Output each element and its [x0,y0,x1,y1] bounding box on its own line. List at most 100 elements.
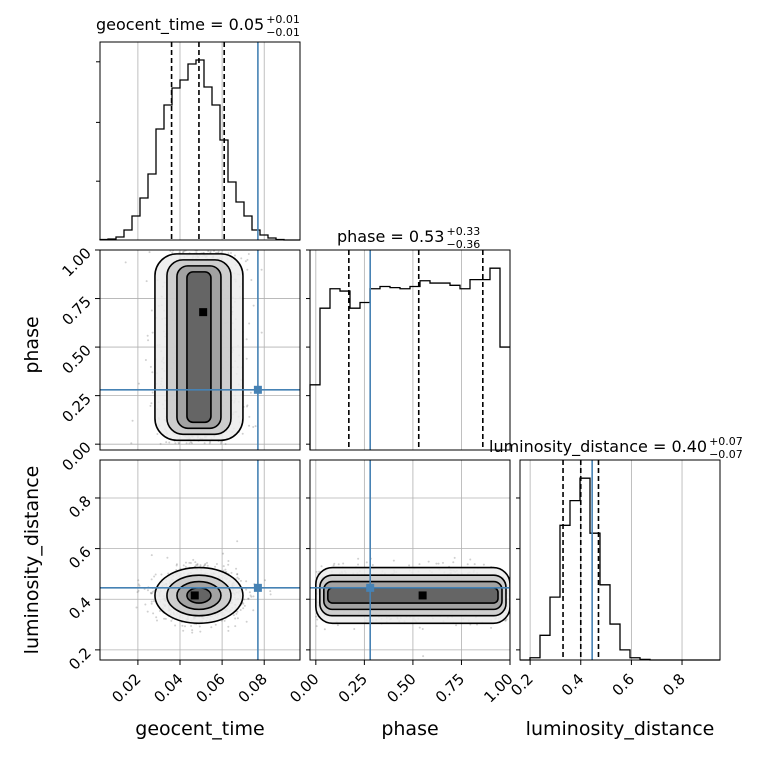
y-tick-label: 0.6 [65,543,95,573]
contour-line [186,271,212,424]
scatter-point [505,618,508,621]
axes-frame [99,249,301,451]
scatter-point [144,603,147,606]
scatter-point [184,565,187,568]
scatter-point [181,624,184,627]
scatter-point [490,626,493,629]
scatter-point [220,441,223,444]
scatter-point [422,655,425,658]
scatter-point [209,441,212,444]
scatter-point [210,626,213,629]
scatter-point [146,334,149,337]
scatter-point [504,619,507,622]
scatter-point [229,252,232,255]
scatter-point [260,268,263,271]
scatter-point [242,602,245,605]
scatter-point [137,382,140,385]
scatter-point [151,391,154,394]
scatter-point [190,624,193,627]
scatter-point [323,628,326,631]
scatter-point [149,365,152,368]
scatter-point [166,556,169,559]
scatter-point [217,250,220,253]
scatter-point [247,597,250,600]
histogram-geocent_time [99,59,300,241]
scatter-point [320,565,323,568]
scatter-point [183,250,186,253]
scatter-point [392,559,395,562]
scatter-point [154,573,157,576]
x-tick-label: 0.02 [108,670,144,706]
scatter-point [246,258,249,261]
scatter-point [209,250,212,253]
x-axis-label-phase: phase [381,718,438,740]
joint-panel-geocent_time-phase [99,249,301,451]
title-geocent_time: geocent_time = 0.05 [96,15,264,35]
x-tick-label: 0.00 [286,670,322,706]
y-tick-label: 0.00 [58,438,94,474]
scatter-point [239,579,242,582]
scatter-point [192,558,195,561]
diag-panel-phase [309,249,511,451]
scatter-point [236,610,239,613]
axes-frame [519,459,721,661]
scatter-point [248,424,251,427]
title-lower-error: −0.01 [266,26,300,39]
scatter-point [195,251,198,254]
scatter-point [504,619,507,622]
scatter-point [466,563,469,566]
scatter-point [254,425,257,428]
title-lower-error: −0.36 [446,238,480,251]
scatter-point [184,561,187,564]
scatter-point [196,563,199,566]
scatter-point [165,441,168,444]
scatter-point [137,583,140,586]
y-tick-label: 1.00 [58,244,94,280]
scatter-point [195,564,198,567]
scatter-point [150,600,153,603]
scatter-point [236,540,239,543]
scatter-point [337,563,340,566]
joint-panel-geocent_time-luminosity_distance [99,459,301,661]
scatter-point [353,628,356,631]
axes-frame [309,459,511,661]
scatter-point [245,580,248,583]
x-tick-label: 0.06 [193,670,229,706]
scatter-point [435,562,438,565]
scatter-point [163,617,166,620]
title-phase: phase = 0.53 [337,227,444,246]
diag-panel-luminosity_distance [519,459,721,661]
scatter-point [151,592,154,595]
diag-panel-geocent_time [96,41,301,241]
scatter-point [437,562,440,565]
contour-line [315,566,510,625]
scatter-point [336,624,339,627]
scatter-point [150,578,153,581]
scatter-point [418,626,421,629]
truth-marker [366,583,375,592]
scatter-point [235,567,238,570]
scatter-point [137,579,140,582]
scatter-point [227,252,230,255]
scatter-point [188,561,191,564]
scatter-point [248,591,251,594]
contour-line [166,259,232,436]
scatter-point [249,391,252,394]
scatter-point [167,572,170,575]
y-tick-label: 0.2 [65,644,95,674]
scatter-point [170,619,173,622]
contour-line [154,566,244,625]
scatter-point [244,260,247,263]
scatter-point [149,591,152,594]
scatter-point [168,441,171,444]
contour-line [154,253,244,442]
scatter-point [178,442,181,445]
scatter-point [247,597,250,600]
scatter-point [260,331,263,334]
contour-line [323,580,503,611]
y-tick-label: 0.25 [58,390,94,426]
scatter-point [246,268,249,271]
scatter-point [131,419,134,422]
scatter-point [203,564,206,567]
